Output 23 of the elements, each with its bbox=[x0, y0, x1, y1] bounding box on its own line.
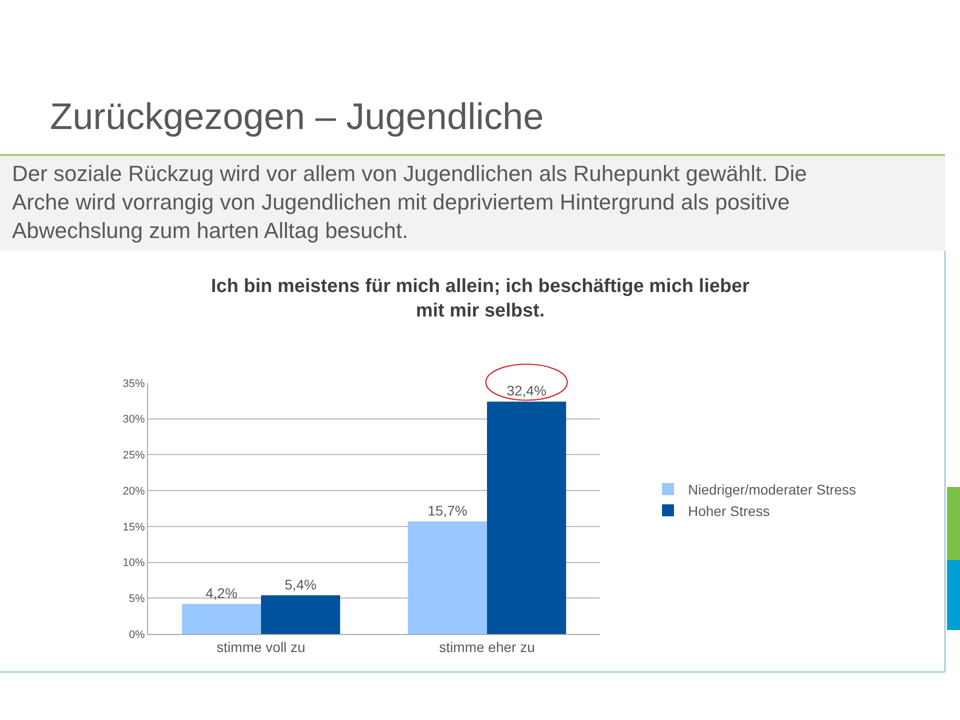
data-label: 4,2% bbox=[205, 584, 238, 601]
y-tick-label: 10% bbox=[122, 557, 146, 570]
y-tick-label: 20% bbox=[122, 485, 146, 498]
legend-label: Niedriger/moderater Stress bbox=[688, 482, 856, 498]
data-label: 5,4% bbox=[284, 576, 317, 592]
bar bbox=[182, 604, 261, 634]
y-tick-label: 5% bbox=[128, 592, 146, 605]
y-tick-label: 15% bbox=[122, 521, 146, 534]
text: Ich bin meistens für mich allein; ich beschäftige mich lieber mit mir selbst. bbox=[211, 276, 750, 322]
y-tick-label: 30% bbox=[122, 414, 146, 426]
chart-title: Zurückgezogen – Jugendliche bbox=[50, 96, 544, 137]
y-tick-label: 25% bbox=[122, 450, 146, 462]
y-tick-label: 35% bbox=[122, 378, 146, 390]
legend-label: Hoher Stress bbox=[688, 502, 770, 519]
bar bbox=[261, 595, 340, 634]
chart-subtitle: Der soziale Rückzug wird vor allem von Jugendlichen als Ruhepunkt gewählt. Die Arche wird vorrangig von Jugendlichen mit depriviertem Hintergrund als positive Abwechslung zum harten Alltag besucht. bbox=[12, 161, 807, 244]
data-label: 15,7% bbox=[428, 502, 468, 518]
bar bbox=[487, 402, 566, 634]
x-tick-label: stimme voll zu bbox=[216, 638, 306, 655]
bar bbox=[408, 521, 487, 634]
data-label: 32,4% bbox=[506, 382, 546, 399]
y-tick-label: 0% bbox=[128, 628, 146, 641]
x-tick-label: stimme eher zu bbox=[439, 638, 535, 655]
